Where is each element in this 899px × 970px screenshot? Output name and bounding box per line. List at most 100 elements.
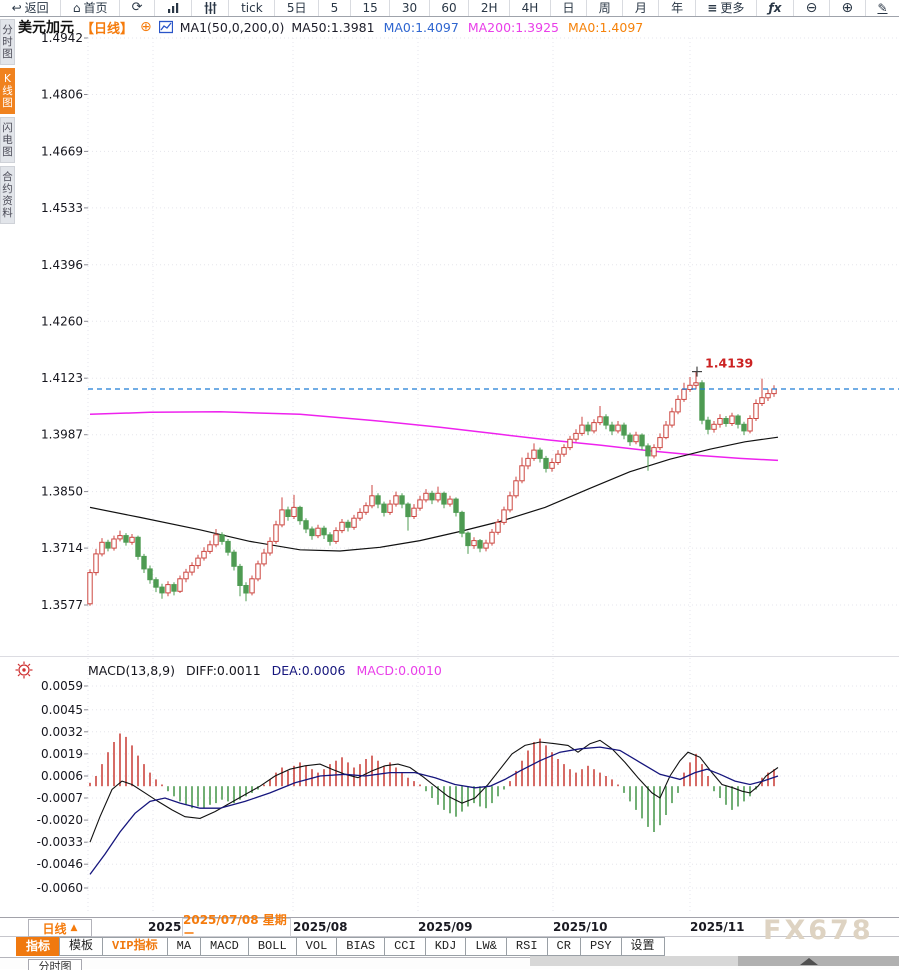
tab-indicator[interactable]: 指标 — [16, 937, 61, 956]
tab-cr[interactable]: CR — [546, 937, 581, 956]
tab-psy[interactable]: PSY — [579, 937, 622, 956]
macd-histogram — [89, 733, 775, 832]
indicator-tabs-bar: 指标 模板 VIP指标 MA MACD BOLL VOL BIAS CCI KDJ LW& RSI CR… — [0, 937, 899, 958]
svg-text:1.4669: 1.4669 — [41, 144, 83, 158]
chevron-up-icon: ▲ — [70, 923, 78, 933]
tab-bias[interactable]: BIAS — [336, 937, 386, 956]
topbar: ↩ 返回 ⌂ 首页 ⟳ tick 5日 5 15 30 60 2H 4H 日周月年 ≡ 更多 ƒx ⊖ ⊕ ✎ — [0, 0, 899, 17]
svg-text:1.4139: 1.4139 — [705, 356, 753, 371]
interval-15m[interactable]: 15 — [351, 0, 391, 16]
svg-text:0.0032: 0.0032 — [41, 725, 83, 739]
svg-text:0.0059: 0.0059 — [41, 679, 83, 693]
svg-text:1.3987: 1.3987 — [41, 428, 83, 442]
candle-chart-type-button[interactable] — [192, 0, 230, 16]
svg-text:-0.0033: -0.0033 — [37, 835, 83, 849]
interval-month[interactable]: 月 — [623, 0, 660, 16]
add-symbol-icon[interactable]: ⊕ — [140, 19, 152, 35]
tab-vip-indicator[interactable]: VIP指标 — [102, 937, 168, 956]
sidebar-item-contract-info[interactable]: 合约资料 — [0, 166, 15, 224]
ma-value-label: MA50:1.3981 — [291, 19, 375, 35]
sidebar-item-time-chart[interactable]: 分时图 — [0, 19, 15, 65]
svg-text:-0.0060: -0.0060 — [37, 881, 83, 895]
sidebar-item-kline-chart[interactable]: K线图 — [0, 68, 15, 114]
svg-text:1.3714: 1.3714 — [41, 541, 83, 555]
date-axis-label: 2025/08 — [293, 920, 348, 934]
macd-values: DIFF:0.0011 DEA:0.0006 MACD:0.0010 — [186, 663, 453, 678]
ma-value-label: MA0:1.4097 — [383, 19, 459, 35]
svg-text:-0.0020: -0.0020 — [37, 813, 83, 827]
ma-value-label: MA0:1.4097 — [568, 19, 644, 35]
indicator-fx-button[interactable]: ƒx — [757, 0, 795, 16]
tab-vol[interactable]: VOL — [295, 937, 338, 956]
horizontal-scrollbar-thumb[interactable] — [738, 956, 899, 966]
ma-values: MA50:1.3981 MA0:1.4097 MA200:1.3925 MA0:1.4… — [291, 20, 652, 35]
svg-text:-0.0046: -0.0046 — [37, 857, 83, 871]
interval-tick[interactable]: tick — [229, 0, 276, 16]
zoom-in-button[interactable]: ⊕ — [830, 0, 866, 16]
interval-2h[interactable]: 2H — [469, 0, 511, 16]
svg-text:1.3850: 1.3850 — [41, 485, 83, 499]
svg-text:1.3577: 1.3577 — [41, 598, 83, 612]
ma-config-label: MA1(50,0,200,0) — [179, 19, 285, 35]
home-button[interactable]: ⌂ 首页 — [61, 0, 121, 16]
tab-ma[interactable]: MA — [166, 937, 202, 956]
tab-settings[interactable]: 设置 — [620, 937, 665, 956]
date-axis-row: 日线 ▲ 2025 2025/08 2025/09 2025/10 2025/11 20… — [0, 913, 899, 944]
svg-text:1.4533: 1.4533 — [41, 201, 83, 215]
tab-kdj[interactable]: KDJ — [424, 937, 467, 956]
date-axis-label: 2025/09 — [418, 920, 473, 934]
interval-5m[interactable]: 5 — [319, 0, 351, 16]
candlestick-series — [87, 371, 777, 606]
horizontal-scrollbar-track[interactable] — [530, 956, 899, 966]
tab-template[interactable]: 模板 — [59, 937, 104, 956]
tab-lw[interactable]: LW& — [465, 937, 507, 956]
svg-text:1.4942: 1.4942 — [41, 31, 83, 45]
date-axis-label: 2025/11 — [690, 920, 745, 934]
bar-chart-type-button[interactable] — [155, 0, 193, 16]
date-axis-label: 2025 — [148, 920, 182, 934]
draw-tool-button[interactable]: ✎ — [877, 1, 888, 15]
period-selector-button[interactable]: 日线 ▲ — [28, 919, 92, 937]
interval-year[interactable]: 年 — [659, 0, 696, 16]
more-menu-button[interactable]: ≡ 更多 — [696, 0, 757, 16]
high-annotation: 1.4139 — [692, 356, 753, 377]
interval-week[interactable]: 周 — [587, 0, 624, 16]
bottom-strip: 分时图 — [0, 956, 899, 970]
svg-text:1.4260: 1.4260 — [41, 314, 83, 328]
svg-text:-0.0007: -0.0007 — [37, 791, 83, 805]
chart-header: 美元加元 【日线】 ⊕ MA1(50,0,200,0) MA50:1.3981 M… — [18, 17, 652, 37]
svg-text:1.4806: 1.4806 — [41, 88, 83, 102]
macd-value-label: DEA:0.0006 — [271, 663, 346, 678]
macd-indicator-header: MACD(13,8,9) DIFF:0.0011 DEA:0.0006 MACD:0… — [88, 663, 453, 678]
tab-macd[interactable]: MACD — [200, 937, 249, 956]
macd-value-label: DIFF:0.0011 — [185, 663, 261, 678]
interval-4h[interactable]: 4H — [510, 0, 551, 16]
ma-value-label: MA200:1.3925 — [467, 19, 559, 35]
back-button[interactable]: ↩ 返回 — [0, 0, 62, 16]
tab-cci[interactable]: CCI — [384, 937, 426, 956]
expand-panel-arrow-icon[interactable] — [800, 958, 818, 965]
tab-rsi[interactable]: RSI — [505, 937, 548, 956]
sidebar-item-lightning-chart[interactable]: 闪电图 — [0, 117, 15, 163]
refresh-button[interactable]: ⟳ — [120, 0, 156, 16]
chart-type-sidebar: 分时图 K线图闪电图合约资料 — [0, 19, 15, 227]
interval-30m[interactable]: 30 — [390, 0, 430, 16]
period-selector-label: 日线 — [42, 921, 67, 936]
partial-tab[interactable]: 分时图 — [28, 959, 82, 970]
tab-boll[interactable]: BOLL — [247, 937, 297, 956]
interval-5d[interactable]: 5日 — [275, 0, 320, 16]
svg-text:1.4123: 1.4123 — [41, 371, 83, 385]
interval-day[interactable]: 日 — [551, 0, 588, 16]
svg-text:1.4396: 1.4396 — [41, 258, 83, 272]
period-label: 【日线】 — [81, 21, 134, 37]
svg-text:0.0019: 0.0019 — [41, 747, 83, 761]
date-axis-label: 2025/10 — [553, 920, 608, 934]
macd-title: MACD(13,8,9) — [88, 663, 175, 678]
selected-date-badge: 2025/07/08 星期二 — [182, 913, 291, 944]
macd-settings-icon[interactable] — [15, 661, 33, 679]
interval-60m[interactable]: 60 — [430, 0, 470, 16]
line-chart-icon — [158, 20, 173, 34]
zoom-out-button[interactable]: ⊖ — [794, 0, 830, 16]
macd-value-label: MACD:0.0010 — [356, 663, 442, 678]
